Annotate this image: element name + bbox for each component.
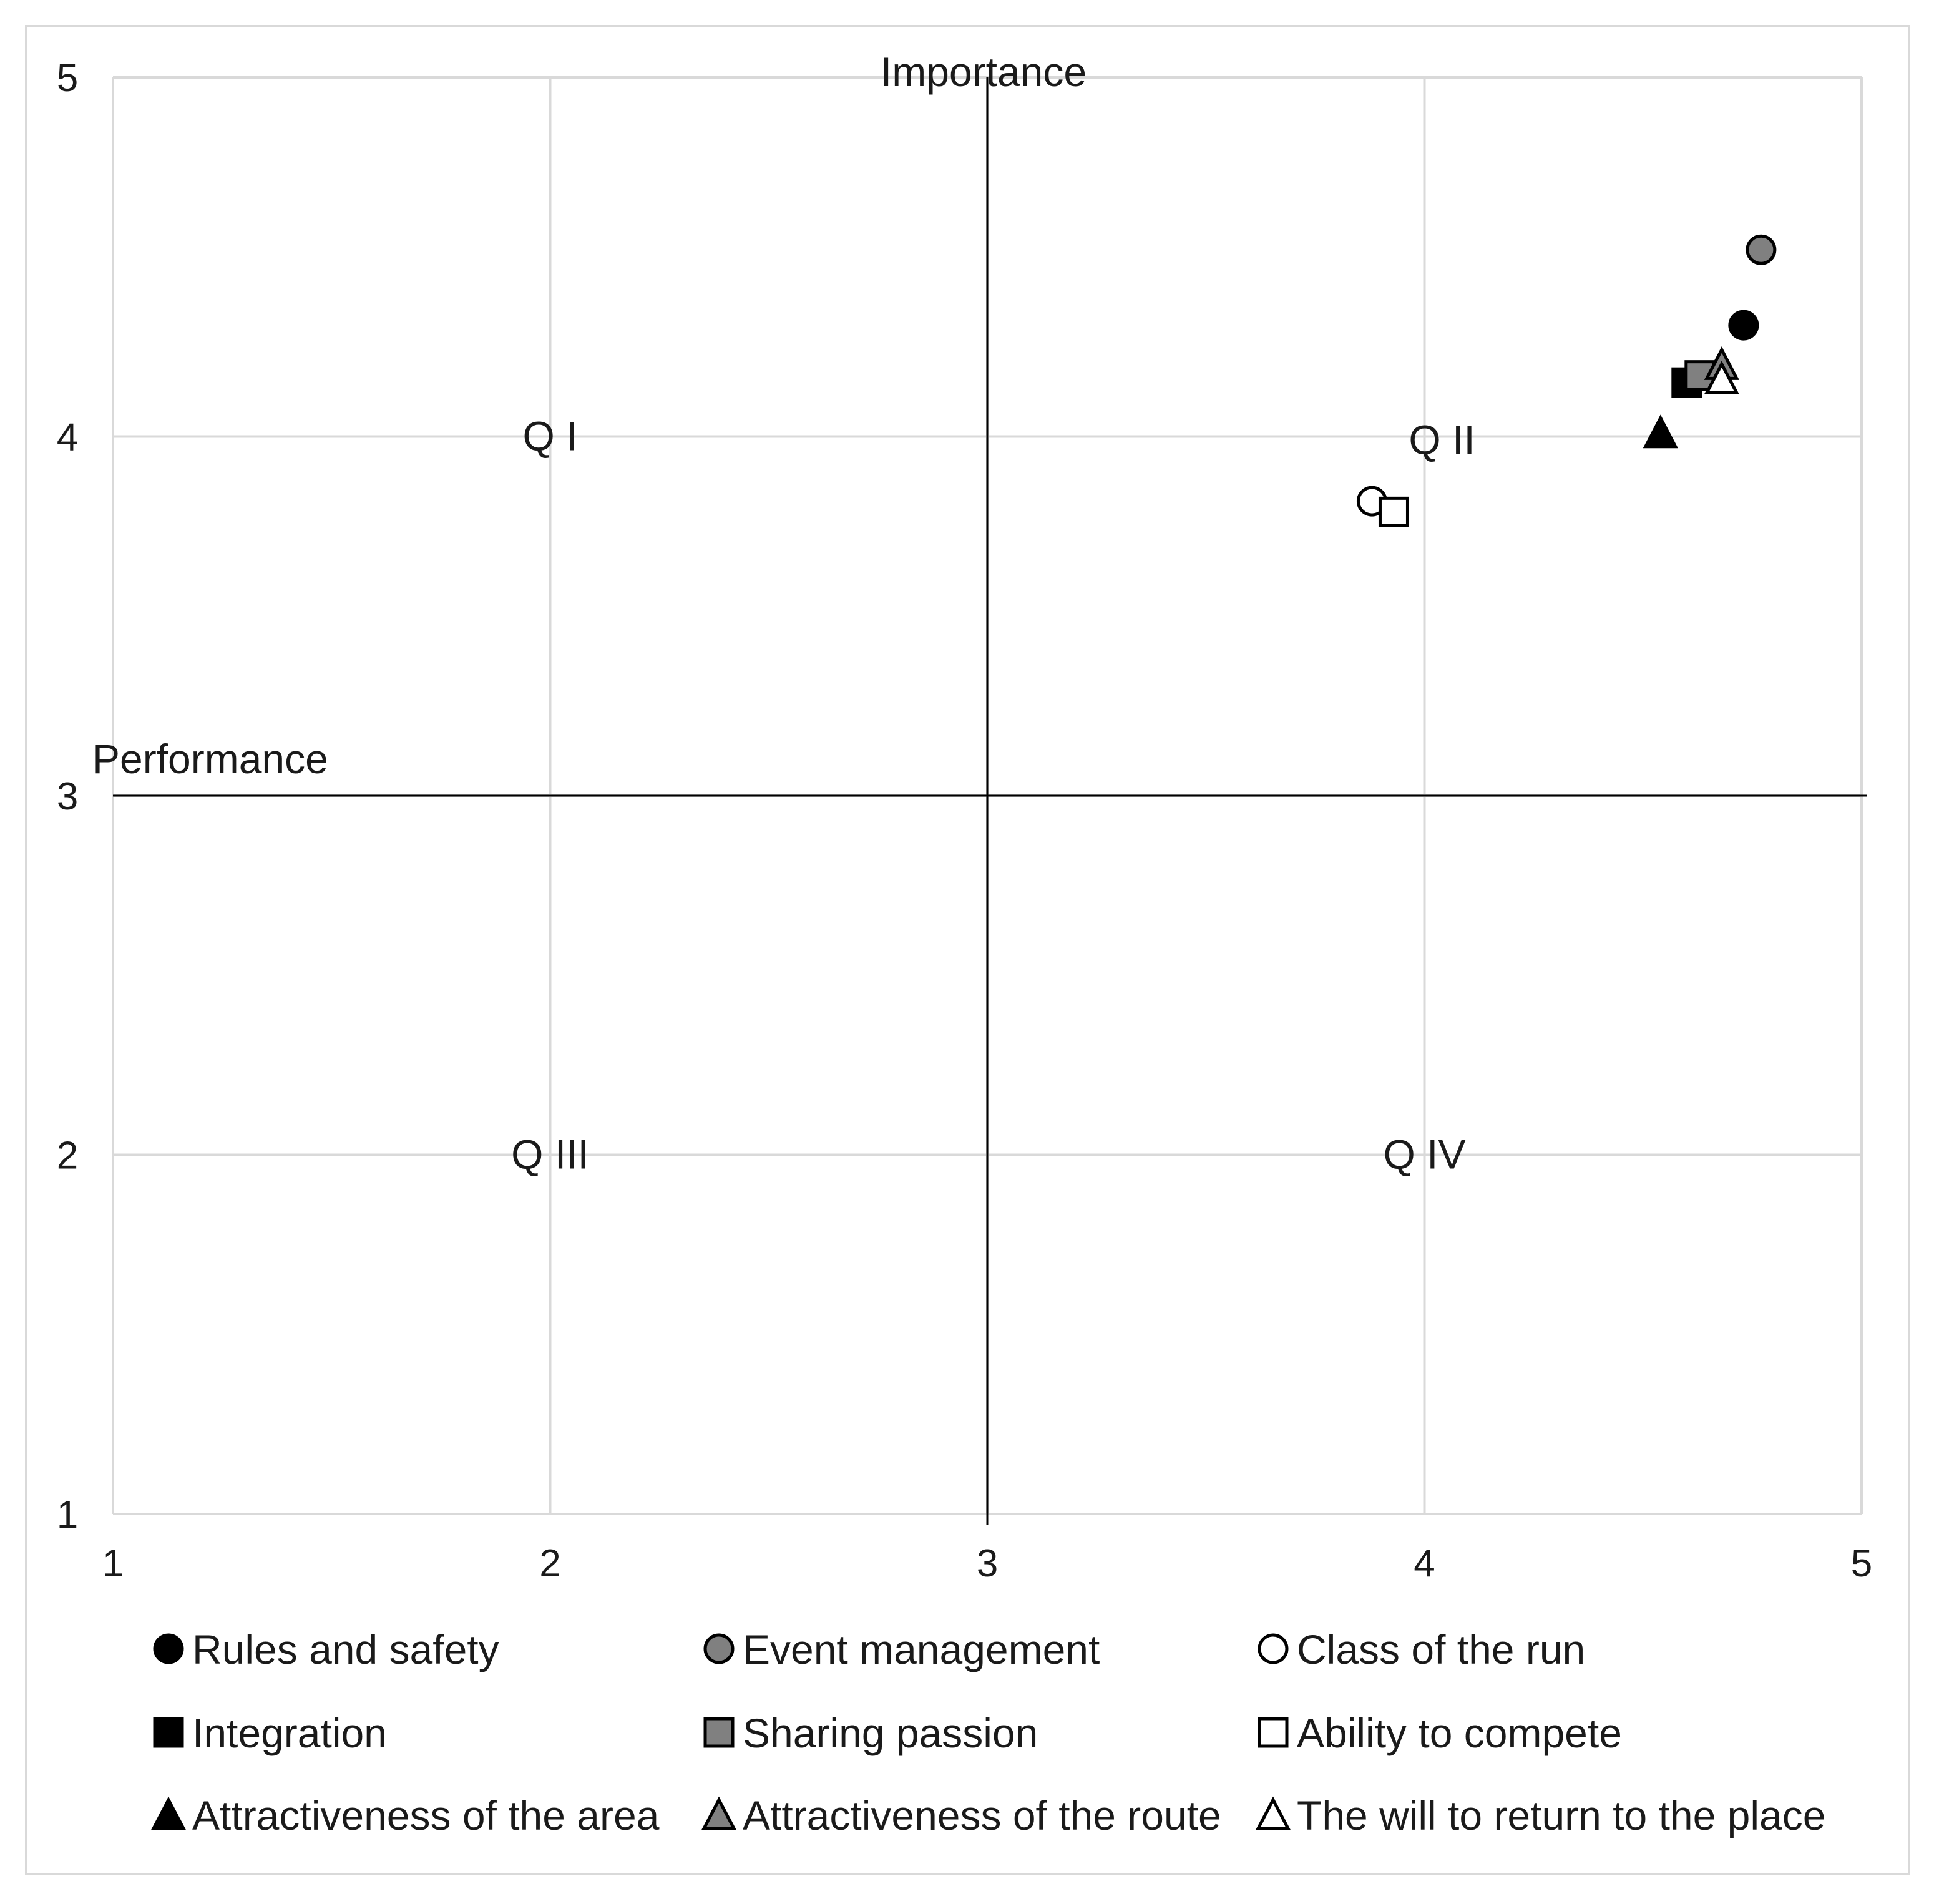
legend-marker-9	[1255, 1796, 1291, 1830]
legend-marker-8	[701, 1796, 737, 1830]
axis-title-performance: Performance	[92, 736, 328, 782]
legend-label-6: Ability to compete	[1297, 1710, 1622, 1756]
legend-label-3: Class of the run	[1297, 1626, 1585, 1672]
y-tick-label-4: 4	[57, 416, 78, 459]
y-tick-label-2: 2	[57, 1135, 78, 1178]
legend-label-2: Event management	[743, 1626, 1100, 1672]
legend-marker-2	[703, 1633, 735, 1664]
legend-item-8: Attractiveness of the route	[701, 1792, 1221, 1838]
tick-labels: 1 2 3 4 5 1 2 3 4 5	[57, 57, 1872, 1585]
legend-item-4: Integration	[153, 1710, 387, 1756]
quadrant-label-1: Q I	[522, 413, 577, 459]
legend-label-8: Attractiveness of the route	[743, 1792, 1221, 1838]
data-point-6	[1378, 496, 1409, 527]
quadrant-label-2: Q II	[1409, 416, 1475, 462]
legend-marker-1	[153, 1633, 184, 1664]
legend-item-1: Rules and safety	[153, 1626, 499, 1672]
chart-frame	[25, 25, 1910, 1875]
axis-title-importance: Importance	[881, 49, 1087, 95]
legend-label-5: Sharing passion	[743, 1710, 1038, 1756]
reference-lines	[113, 77, 1867, 1525]
quadrant-label-4: Q IV	[1383, 1131, 1465, 1178]
legend-marker-7	[150, 1796, 187, 1830]
legend: Rules and safety Event management Class of…	[150, 1626, 1825, 1838]
legend-label-9: The will to return to the place	[1297, 1792, 1825, 1838]
x-tick-label-2: 2	[539, 1542, 560, 1585]
legend-marker-6	[1258, 1717, 1289, 1748]
legend-item-3: Class of the run	[1258, 1626, 1585, 1672]
data-point-9	[1704, 361, 1739, 394]
legend-item-2: Event management	[703, 1626, 1100, 1672]
legend-label-4: Integration	[192, 1710, 387, 1756]
y-tick-label-3: 3	[57, 775, 78, 818]
quadrant-labels: Q I Q II Q III Q IV	[511, 413, 1475, 1178]
legend-marker-4	[153, 1717, 184, 1748]
legend-item-5: Sharing passion	[703, 1710, 1038, 1756]
legend-item-7: Attractiveness of the area	[150, 1792, 660, 1838]
y-tick-label-5: 5	[57, 57, 78, 100]
legend-item-9: The will to return to the place	[1255, 1792, 1825, 1838]
quadrant-label-3: Q III	[511, 1131, 589, 1178]
data-point-1	[1728, 310, 1759, 341]
y-tick-label-1: 1	[57, 1493, 78, 1536]
legend-label-1: Rules and safety	[192, 1626, 499, 1672]
axis-titles: Importance Performance	[92, 49, 1087, 782]
x-tick-label-3: 3	[977, 1542, 998, 1585]
x-tick-label-5: 5	[1851, 1542, 1872, 1585]
legend-marker-3	[1258, 1633, 1289, 1664]
legend-marker-5	[703, 1717, 735, 1748]
x-tick-label-4: 4	[1414, 1542, 1435, 1585]
x-tick-label-1: 1	[102, 1542, 124, 1585]
legend-item-6: Ability to compete	[1258, 1710, 1622, 1756]
data-point-7	[1643, 414, 1678, 449]
legend-label-7: Attractiveness of the area	[192, 1792, 660, 1838]
data-points	[1356, 234, 1777, 527]
data-point-2	[1746, 234, 1777, 265]
